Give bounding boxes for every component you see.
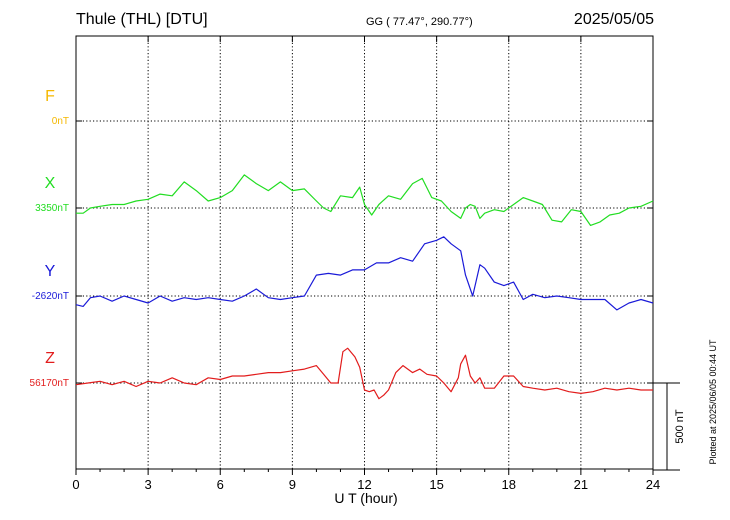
x-tick-label: 15 (429, 477, 443, 492)
x-tick-label: 18 (502, 477, 516, 492)
x-tick-label: 9 (289, 477, 296, 492)
series-line-x (76, 174, 654, 226)
series-line-z (75, 347, 653, 400)
x-tick-label: 21 (574, 477, 588, 492)
grid-lines (76, 36, 653, 469)
x-tick-label: 3 (145, 477, 152, 492)
x-axis-label: U T (hour) (334, 490, 397, 506)
series-traces (75, 174, 654, 400)
channel-name-x: X (45, 175, 56, 192)
channel-name-f: F (45, 88, 55, 105)
x-tick-label: 0 (72, 477, 79, 492)
x-tick-label: 24 (646, 477, 660, 492)
plot-timestamp: Plotted at 2025/06/05 00:44 UT (708, 339, 718, 465)
axes: 0 3 6 9 12 15 18 21 24 (72, 35, 660, 492)
scale-bar-label: 500 nT (674, 409, 686, 444)
scale-bar: 500 nT (653, 382, 686, 471)
channel-baseline-y: -2620nT (32, 291, 69, 302)
channel-name-z: Z (45, 350, 55, 367)
channel-baseline-f: 0nT (52, 116, 69, 127)
channel-baseline-x: 3350nT (35, 203, 69, 214)
channel-name-y: Y (45, 263, 56, 280)
station-title: Thule (THL) [DTU] (76, 11, 208, 28)
series-line-y (75, 236, 654, 311)
date-label: 2025/05/05 (573, 11, 654, 28)
channel-labels: F 0nT X 3350nT Y -2620nT Z 56170nT (30, 88, 69, 389)
channel-baseline-z: 56170nT (30, 378, 69, 389)
coordinates-label: GG ( 77.47°, 290.77°) (366, 16, 473, 28)
x-tick-label: 12 (357, 477, 371, 492)
x-tick-label: 6 (217, 477, 224, 492)
